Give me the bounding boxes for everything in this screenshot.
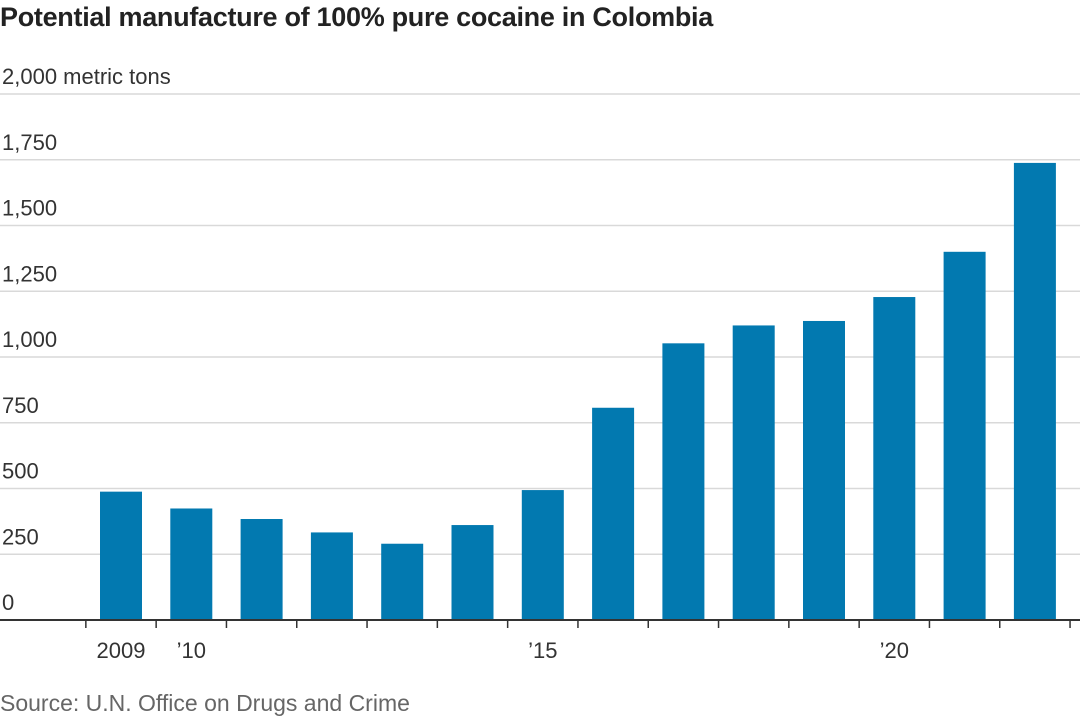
y-tick-label: 0: [2, 590, 14, 615]
bar-2021: [943, 251, 986, 621]
bar-2015: [521, 490, 564, 620]
y-tick-label: 500: [2, 459, 39, 484]
bar-2018: [732, 325, 775, 620]
bar-2009: [100, 491, 142, 620]
bar-2016: [592, 407, 635, 620]
source-note: Source: U.N. Office on Drugs and Crime: [0, 690, 410, 716]
bar-2014: [451, 525, 494, 620]
bars: [100, 162, 1056, 621]
y-tick-label: 1,750: [2, 130, 57, 155]
y-tick-label: 1,250: [2, 261, 57, 286]
x-tick-label: ’10: [177, 638, 206, 663]
y-tick-label: 1,000: [2, 327, 57, 352]
bar-2010: [170, 508, 213, 620]
axes: [0, 619, 1080, 628]
tick-labels: 0 250 500 750 1,000 1,250 1,500 1,750 2,000 metr…: [2, 64, 909, 663]
bar-2017: [662, 343, 705, 620]
bar-2013: [381, 543, 424, 620]
y-tick-label: 1,500: [2, 196, 57, 221]
x-tick-label: ’15: [528, 638, 557, 663]
y-tick-label: 750: [2, 393, 39, 418]
bar-2012: [310, 532, 353, 620]
bar-2022: [1013, 162, 1056, 620]
bar-2011: [240, 519, 283, 620]
x-tick-label: 2009: [97, 638, 146, 663]
x-tick-label: ’20: [880, 638, 909, 663]
y-tick-label: 2,000 metric tons: [2, 64, 171, 89]
bar-2019: [803, 320, 845, 620]
bar-2020: [873, 297, 916, 620]
chart-title: Potential manufacture of 100% pure cocai…: [0, 2, 713, 32]
y-tick-label: 250: [2, 524, 39, 549]
gridlines: [0, 93, 1080, 555]
